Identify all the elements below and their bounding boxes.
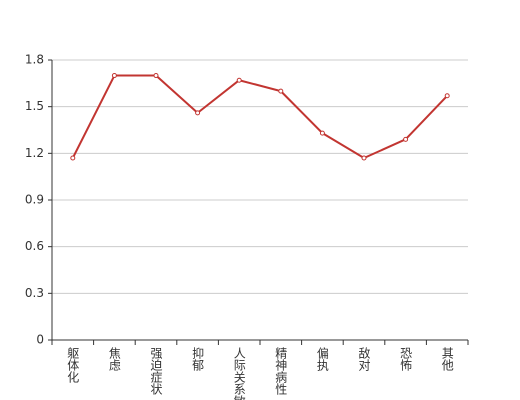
x-tick-label: 躯体化 bbox=[66, 346, 80, 384]
x-tick-label: 焦虑 bbox=[107, 347, 121, 371]
point bbox=[403, 136, 409, 142]
x-tick-label: 人际关系敏感 bbox=[232, 347, 246, 400]
x-tick-label: 其他 bbox=[440, 347, 454, 371]
series-line bbox=[71, 74, 448, 159]
point bbox=[111, 73, 117, 79]
point bbox=[278, 88, 284, 94]
point bbox=[236, 77, 242, 83]
x-tick-label: 恐怖 bbox=[399, 347, 413, 371]
y-tick-label: 0 bbox=[36, 333, 44, 347]
point bbox=[70, 155, 76, 161]
x-tick-label: 敌对 bbox=[357, 346, 371, 371]
point bbox=[444, 93, 450, 99]
point bbox=[319, 130, 325, 136]
x-tick-label: 偏执 bbox=[315, 346, 329, 372]
x-tick-label: 强迫症状 bbox=[149, 347, 163, 395]
y-tick-label: 0.9 bbox=[25, 193, 44, 207]
point bbox=[361, 155, 367, 161]
point bbox=[153, 73, 159, 79]
x-tick-label: 抑郁 bbox=[191, 346, 205, 372]
y-tick-label: 0.6 bbox=[25, 239, 44, 253]
y-tick-label: 1.2 bbox=[25, 146, 44, 160]
x-tick-label: 精神病性 bbox=[274, 347, 288, 396]
point bbox=[195, 110, 201, 116]
y-tick-label: 1.5 bbox=[25, 99, 44, 113]
y-tick-label: 0.3 bbox=[25, 286, 44, 300]
y-tick-label: 1.8 bbox=[25, 53, 44, 67]
